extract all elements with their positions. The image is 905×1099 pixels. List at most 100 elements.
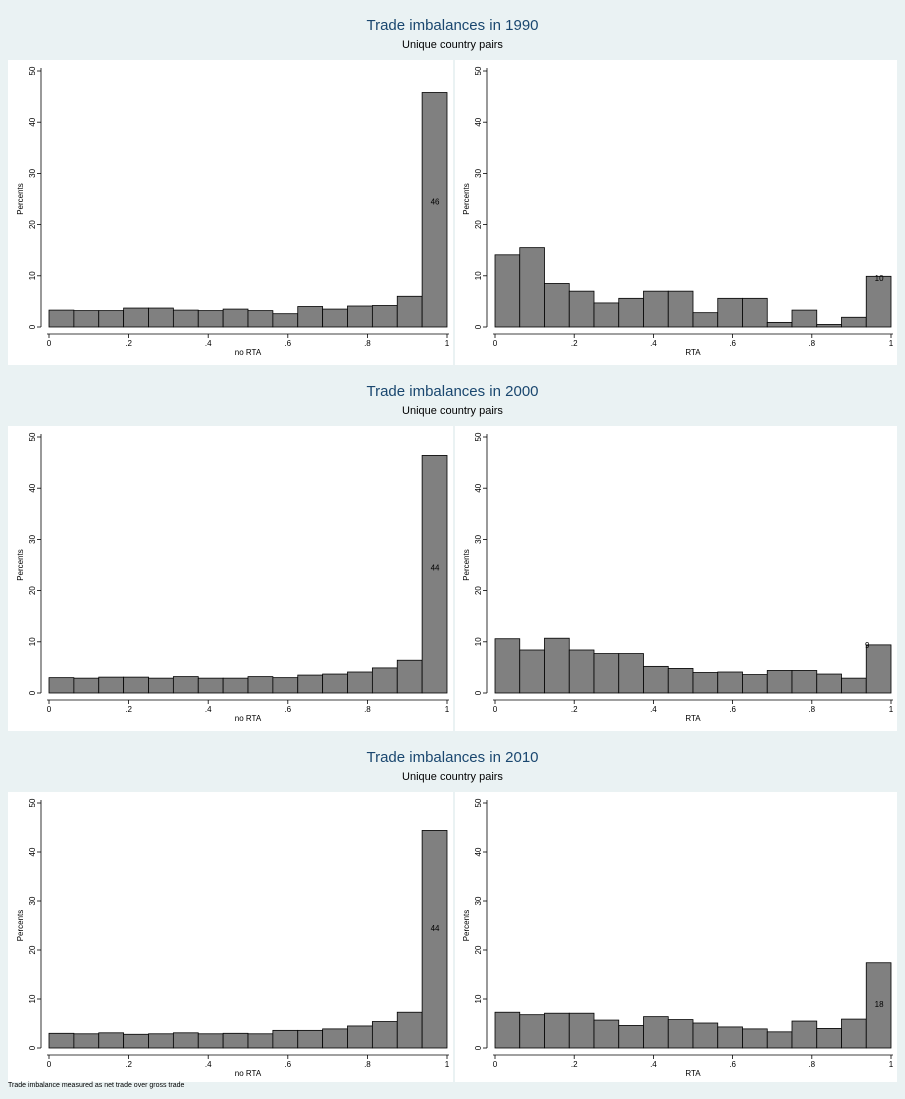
bar <box>766 321 793 328</box>
bar <box>742 1028 768 1049</box>
bar <box>421 455 448 694</box>
y-tick-label: 40 <box>28 117 37 126</box>
bar <box>197 677 224 694</box>
bar <box>123 676 149 694</box>
y-tick-label: 10 <box>474 271 483 280</box>
y-tick-label: 0 <box>474 690 483 695</box>
bar <box>297 306 324 328</box>
bar <box>643 290 669 328</box>
bar <box>247 676 274 694</box>
bar <box>297 1029 324 1049</box>
bar <box>519 1014 545 1049</box>
x-tick-label: .8 <box>808 1060 815 1069</box>
bar <box>247 310 274 328</box>
bar <box>396 295 423 328</box>
y-tick-label: 20 <box>474 586 483 595</box>
y-tick-label: 20 <box>474 220 483 229</box>
x-tick-label: 1 <box>889 339 894 348</box>
bar <box>618 1025 644 1049</box>
bar <box>222 1032 249 1049</box>
bar <box>865 962 892 1049</box>
y-tick-label: 20 <box>474 945 483 954</box>
bar <box>593 302 620 328</box>
x-tick-label: .8 <box>364 705 371 714</box>
bar <box>73 310 100 328</box>
y-tick-label: 50 <box>28 432 37 441</box>
y-tick-label: 50 <box>28 798 37 807</box>
x-tick-label: .4 <box>205 339 212 348</box>
bar <box>48 677 75 694</box>
bar <box>791 670 818 694</box>
bar <box>371 1021 398 1049</box>
bar <box>347 305 373 328</box>
bar <box>322 1028 348 1049</box>
bar <box>172 676 199 694</box>
x-tick-label: 0 <box>493 339 498 348</box>
bar <box>618 297 644 328</box>
y-tick-label: 20 <box>28 945 37 954</box>
bar <box>396 1011 423 1049</box>
bar <box>766 670 793 694</box>
panel-subtitle-1990: Unique country pairs <box>402 39 503 51</box>
x-axis-label: RTA <box>685 1069 701 1078</box>
x-tick-label: .8 <box>808 705 815 714</box>
bar <box>692 312 719 328</box>
bar <box>347 671 373 694</box>
y-tick-label: 30 <box>28 534 37 543</box>
bar <box>816 673 842 694</box>
x-axis-label: RTA <box>685 348 701 357</box>
x-tick-label: .4 <box>650 339 657 348</box>
bar <box>123 307 149 328</box>
bar <box>48 309 75 328</box>
y-tick-label: 0 <box>28 324 37 329</box>
bar <box>322 308 348 328</box>
x-tick-label: .6 <box>729 339 736 348</box>
bar <box>618 653 644 694</box>
panel-title-2000: Trade imbalances in 2000 <box>366 383 539 400</box>
bar <box>322 673 348 694</box>
y-tick-label: 10 <box>474 637 483 646</box>
y-tick-label: 10 <box>28 994 37 1003</box>
y-tick-label: 20 <box>28 586 37 595</box>
bar <box>791 1020 818 1049</box>
bar <box>544 637 570 694</box>
x-tick-label: 0 <box>47 1060 52 1069</box>
bar <box>272 313 299 328</box>
bar <box>568 649 595 694</box>
y-tick-label: 30 <box>28 168 37 177</box>
x-tick-label: .6 <box>284 705 291 714</box>
y-tick-label: 10 <box>28 637 37 646</box>
y-tick-label: 0 <box>28 690 37 695</box>
bar <box>98 310 125 328</box>
bar <box>247 1033 274 1049</box>
bar <box>494 638 521 694</box>
x-tick-label: 1 <box>445 339 450 348</box>
bar <box>865 644 892 694</box>
bar-value-label: 9 <box>865 641 870 650</box>
bar <box>742 674 768 694</box>
y-tick-label: 40 <box>28 847 37 856</box>
bar <box>519 247 545 328</box>
x-tick-label: .4 <box>205 1060 212 1069</box>
bar <box>197 310 224 328</box>
y-tick-label: 40 <box>474 847 483 856</box>
y-tick-label: 50 <box>28 66 37 75</box>
y-tick-label: 50 <box>474 432 483 441</box>
bar <box>421 830 448 1049</box>
footnote: Trade imbalance measured as net trade ov… <box>8 1082 185 1089</box>
y-tick-label: 0 <box>474 1045 483 1050</box>
bar <box>197 1033 224 1049</box>
bar <box>494 1011 521 1049</box>
bar <box>73 1033 100 1049</box>
y-tick-label: 20 <box>28 220 37 229</box>
bar <box>791 309 818 328</box>
x-tick-label: .2 <box>125 1060 132 1069</box>
y-tick-label: 0 <box>28 1045 37 1050</box>
x-axis-label: no RTA <box>235 348 262 357</box>
x-tick-label: .4 <box>650 1060 657 1069</box>
bar <box>841 316 867 328</box>
bar <box>148 1033 174 1049</box>
x-tick-label: .2 <box>125 705 132 714</box>
x-tick-label: .2 <box>571 339 578 348</box>
bar <box>148 307 174 328</box>
